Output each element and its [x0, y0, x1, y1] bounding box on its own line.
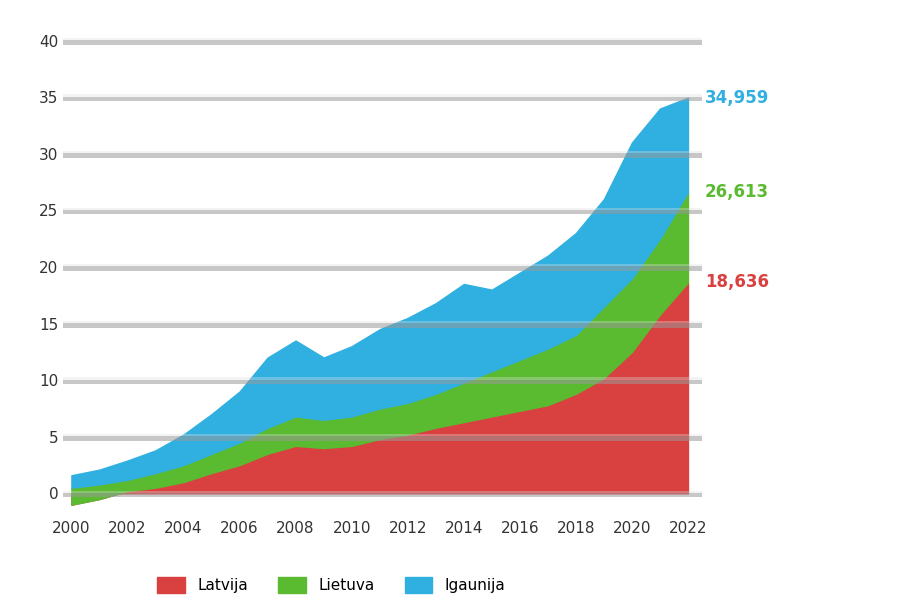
Bar	[63, 94, 702, 97]
Legend: Latvija, Lietuva, Igaunija: Latvija, Lietuva, Igaunija	[151, 571, 511, 599]
Bar	[63, 266, 702, 271]
Bar	[63, 321, 702, 323]
Bar	[63, 210, 702, 214]
Bar	[63, 380, 702, 384]
Text: 18,636: 18,636	[705, 274, 769, 292]
Bar	[63, 323, 702, 328]
Bar	[63, 434, 702, 436]
Bar	[63, 151, 702, 153]
Bar	[63, 97, 702, 101]
Text: 34,959: 34,959	[705, 89, 770, 107]
Bar	[63, 493, 702, 497]
Text: 26,613: 26,613	[705, 183, 769, 201]
Bar	[63, 38, 702, 40]
Bar	[63, 491, 702, 493]
Bar	[63, 208, 702, 210]
Bar	[63, 153, 702, 158]
Bar	[63, 40, 702, 44]
Bar	[63, 377, 702, 380]
Bar	[63, 436, 702, 441]
Bar	[63, 264, 702, 266]
